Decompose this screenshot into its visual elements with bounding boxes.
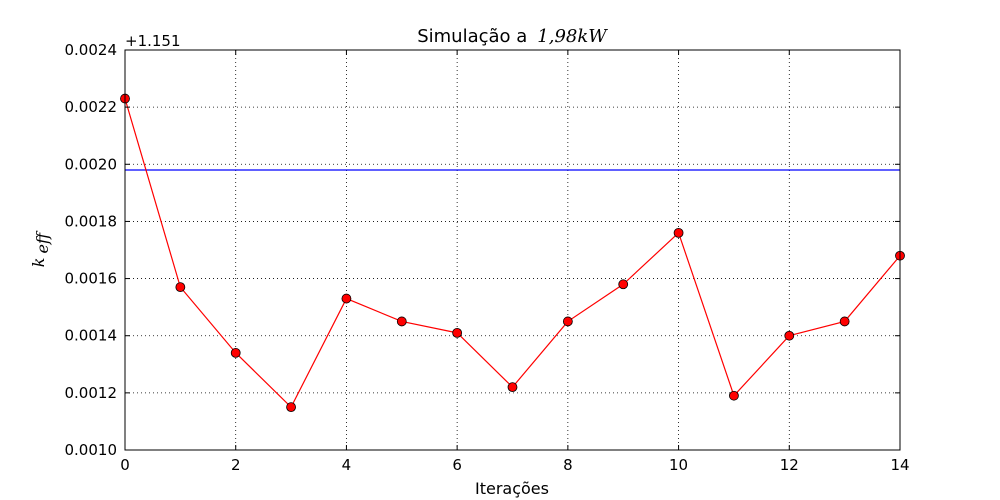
data-point bbox=[729, 390, 739, 401]
y-tick-label: 0.0012 bbox=[65, 384, 118, 402]
y-tick-label: 0.0014 bbox=[65, 327, 118, 345]
svg-text:k eff: k eff bbox=[29, 230, 52, 267]
y-axis-label: k eff bbox=[29, 230, 52, 267]
data-point bbox=[452, 327, 463, 338]
series-layer bbox=[120, 93, 905, 413]
ticks bbox=[124, 49, 901, 451]
data-point bbox=[673, 227, 684, 238]
data-point bbox=[175, 282, 186, 293]
data-point bbox=[839, 316, 850, 327]
y-axis-label-subscript: eff bbox=[33, 230, 52, 253]
x-tick-labels: 0 2 4 6 8 10 12 14 bbox=[120, 456, 909, 474]
data-point bbox=[230, 347, 241, 358]
y-tick-labels: 0.0010 0.0012 0.0014 0.0016 0.0018 0.0020 0.00… bbox=[65, 41, 118, 459]
x-tick-label: 0 bbox=[120, 456, 130, 474]
chart-title-text: Simulação a bbox=[417, 26, 527, 47]
x-tick-label: 10 bbox=[669, 456, 688, 474]
y-axis-label-main: k bbox=[29, 258, 48, 268]
x-tick-label: 6 bbox=[452, 456, 462, 474]
data-point bbox=[784, 330, 795, 341]
y-tick-label: 0.0018 bbox=[65, 212, 118, 230]
y-tick-label: 0.0022 bbox=[65, 98, 118, 116]
data-point bbox=[396, 316, 407, 327]
plot-frame bbox=[124, 49, 901, 451]
x-tick-label: 2 bbox=[231, 456, 241, 474]
chart-title-math: 1,98kW bbox=[537, 26, 608, 47]
y-tick-label: 0.0024 bbox=[65, 41, 118, 59]
x-tick-label: 4 bbox=[342, 456, 352, 474]
x-tick-label: 12 bbox=[780, 456, 799, 474]
data-point bbox=[286, 402, 296, 413]
y-tick-label: 0.0016 bbox=[65, 270, 118, 288]
data-point bbox=[618, 279, 629, 290]
data-point bbox=[341, 293, 352, 304]
data-point bbox=[507, 382, 518, 393]
x-tick-label: 14 bbox=[890, 456, 909, 474]
y-offset-text: +1.151 bbox=[125, 32, 181, 50]
y-tick-label: 0.0020 bbox=[65, 155, 118, 173]
x-axis-label: Iterações bbox=[475, 479, 549, 498]
data-point bbox=[562, 316, 573, 327]
chart-title: Simulação a 1,98kW bbox=[417, 26, 608, 47]
x-tick-label: 8 bbox=[563, 456, 573, 474]
y-tick-label: 0.0010 bbox=[65, 441, 118, 459]
series-line bbox=[124, 98, 901, 409]
